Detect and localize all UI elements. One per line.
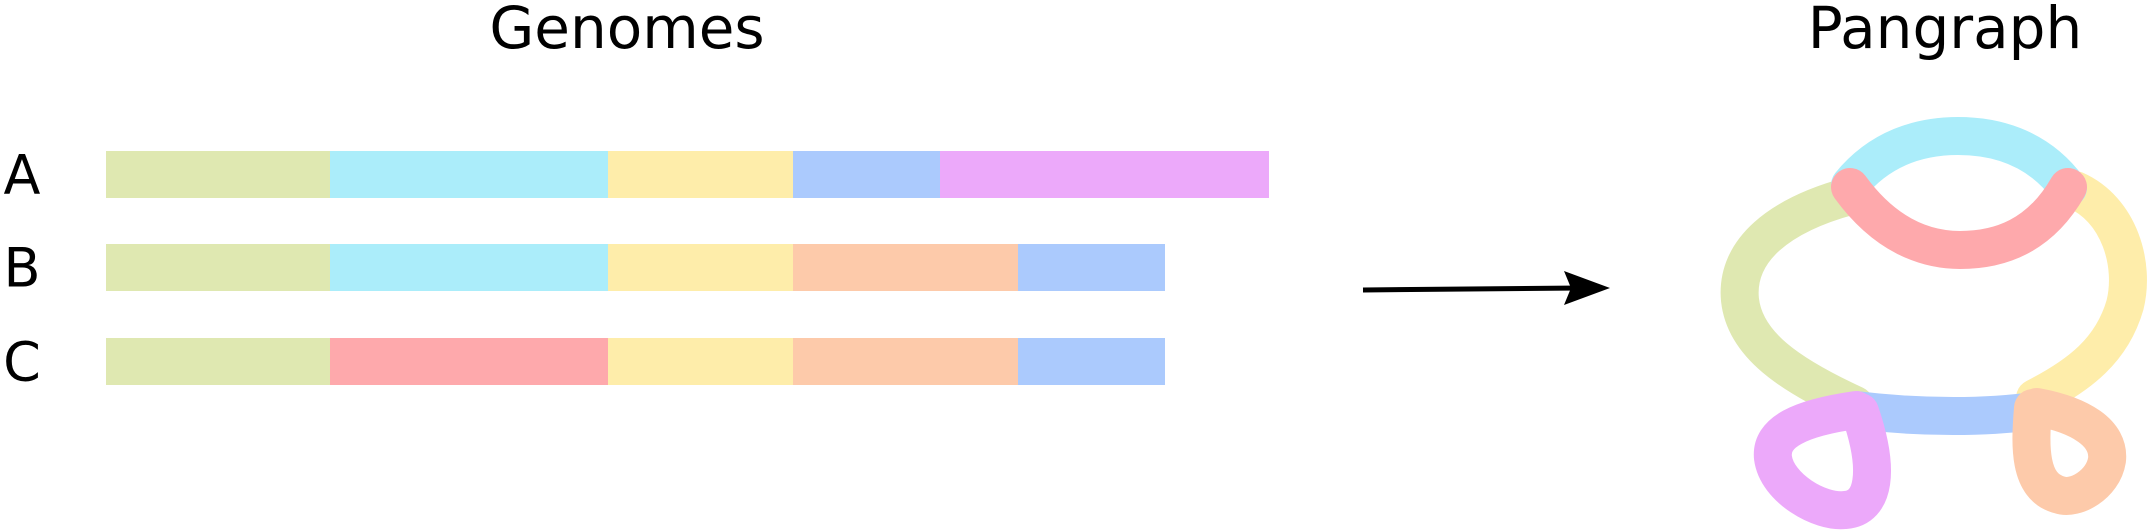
- genome-block-blue: [1018, 338, 1165, 385]
- pangraph-edge-cyan: [1831, 116, 2087, 207]
- pangraph-loop-peach: [2012, 388, 2127, 515]
- genome-block-peach: [793, 338, 1018, 385]
- genomes-title: Genomes: [489, 0, 764, 62]
- genome-row-b: B: [3, 237, 1165, 300]
- genome-block-magenta: [940, 151, 1269, 198]
- genome-row-c: C: [3, 331, 1165, 394]
- pangraph-edge-green: [1720, 177, 1874, 424]
- genome-label: B: [3, 237, 40, 300]
- genome-block-yellow: [608, 151, 793, 198]
- arrow-shaft: [1362, 285, 1581, 293]
- pangraph-edge-yellow: [2016, 171, 2147, 417]
- genome-block-green: [106, 244, 330, 291]
- genome-rows: ABC: [3, 144, 1269, 394]
- genome-block-blue: [793, 151, 940, 198]
- genome-row-a: A: [4, 144, 1269, 207]
- genome-block-green: [106, 338, 330, 385]
- pangraph-graph: [1720, 116, 2147, 530]
- arrow-head: [1564, 271, 1610, 305]
- genome-label: C: [3, 331, 41, 394]
- pangraph-edge-blue: [1852, 391, 2043, 435]
- transform-arrow: [1362, 271, 1610, 305]
- genome-block-green: [106, 151, 330, 198]
- genome-block-cyan: [330, 244, 608, 291]
- genome-block-red: [330, 338, 608, 385]
- genome-label: A: [4, 144, 41, 207]
- genome-block-peach: [793, 244, 1018, 291]
- pangraph-title: Pangraph: [1808, 0, 2082, 62]
- genome-block-blue: [1018, 244, 1165, 291]
- genome-block-yellow: [608, 338, 793, 385]
- genome-block-cyan: [330, 151, 608, 198]
- pangraph-edge-red: [1831, 168, 2087, 270]
- pangraph-loop-magenta: [1753, 391, 1891, 530]
- genome-block-yellow: [608, 244, 793, 291]
